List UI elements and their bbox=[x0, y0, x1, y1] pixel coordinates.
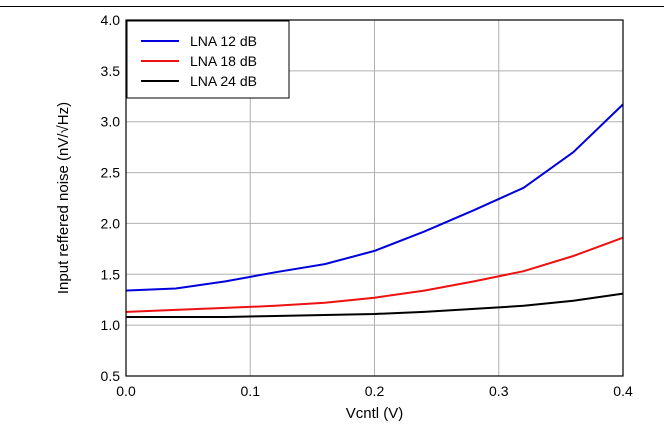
series-line-3 bbox=[126, 292, 624, 318]
y-tick-label: 3.5 bbox=[101, 63, 121, 79]
page-top-rule bbox=[0, 6, 664, 7]
y-tick-label: 3.0 bbox=[101, 114, 121, 130]
legend-box bbox=[126, 20, 290, 99]
y-tick-label: 1.5 bbox=[101, 266, 121, 282]
plot-frame bbox=[125, 19, 624, 377]
y-tick-label: 2.0 bbox=[101, 215, 121, 231]
legend-label: LNA 12 dB bbox=[190, 33, 257, 49]
x-tick-label: 0.1 bbox=[241, 383, 261, 399]
y-tick-label: 2.5 bbox=[101, 165, 121, 181]
y-tick-label: 4.0 bbox=[101, 12, 121, 28]
series-line-2 bbox=[125, 236, 624, 313]
legend-label: LNA 24 dB bbox=[190, 73, 257, 89]
x-tick-label: 0.2 bbox=[365, 383, 385, 399]
x-tick-label: 0.0 bbox=[116, 383, 136, 399]
tick-labels: 0.0 0.1 0.2 0.3 0.4 0.5 1.0 1.5 2.0 2.5 3.0 3.5 4.0 bbox=[101, 12, 633, 399]
y-tick-label: 0.5 bbox=[101, 368, 121, 384]
x-axis-label: Vcntl (V) bbox=[346, 405, 404, 422]
legend: LNA 12 dB LNA 18 dB LNA 24 dB bbox=[126, 20, 290, 99]
y-axis-label: Input reffered noise (nV/√Hz) bbox=[55, 102, 72, 294]
x-tick-label: 0.4 bbox=[613, 383, 633, 399]
series-line-1 bbox=[125, 103, 624, 292]
series-lines bbox=[125, 103, 624, 318]
x-tick-label: 0.3 bbox=[489, 383, 509, 399]
y-tick-label: 1.0 bbox=[101, 317, 121, 333]
legend-label: LNA 18 dB bbox=[190, 53, 257, 69]
